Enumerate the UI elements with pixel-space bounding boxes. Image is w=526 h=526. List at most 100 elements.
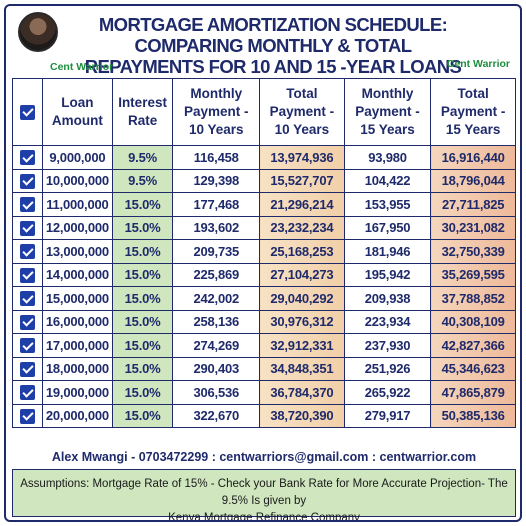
row-checkbox[interactable] <box>20 338 35 354</box>
table-row: 18,000,000 15.0% 290,403 34,848,351 251,926 4… <box>12 356 516 381</box>
monthly-10-cell: 322,670 <box>172 403 261 428</box>
brand-logo-left: Cent Warrior <box>50 61 113 73</box>
monthly-10-cell: 116,458 <box>172 145 261 170</box>
monthly-10-cell: 177,468 <box>172 192 261 217</box>
total-15-cell: 45,346,623 <box>430 356 516 381</box>
monthly-15-cell: 153,955 <box>343 192 432 217</box>
monthly-10-cell: 242,002 <box>172 286 261 311</box>
table-row: 19,000,000 15.0% 306,536 36,784,370 265,922 4… <box>12 380 516 405</box>
row-checkbox-cell[interactable] <box>12 192 43 217</box>
col-loan-amount: Loan Amount <box>42 78 113 146</box>
table-row: 13,000,000 15.0% 209,735 25,168,253 181,946 3… <box>12 239 516 264</box>
interest-rate-cell: 15.0% <box>111 309 174 334</box>
row-checkbox-cell[interactable] <box>12 215 43 240</box>
interest-rate-cell: 15.0% <box>111 356 174 381</box>
monthly-15-cell: 223,934 <box>343 309 432 334</box>
note-line-1: Assumptions: Mortgage Rate of 15% - Chec… <box>20 478 508 507</box>
monthly-15-cell: 181,946 <box>343 239 432 264</box>
row-checkbox[interactable] <box>20 220 35 236</box>
monthly-10-cell: 258,136 <box>172 309 261 334</box>
total-10-cell: 34,848,351 <box>259 356 345 381</box>
note-line-2: Kenya Mortgage Refinance Company <box>168 512 360 522</box>
interest-rate-cell: 15.0% <box>111 380 174 405</box>
table-header-row: Loan Amount Interest Rate Monthly Paymen… <box>12 78 516 146</box>
assumptions-note: Assumptions: Mortgage Rate of 15% - Chec… <box>12 469 516 520</box>
monthly-10-cell: 193,602 <box>172 215 261 240</box>
table-body: 9,000,000 9.5% 116,458 13,974,936 93,980 16,9… <box>12 145 516 428</box>
row-checkbox-cell[interactable] <box>12 403 43 428</box>
row-checkbox[interactable] <box>20 361 35 377</box>
amortization-table: Loan Amount Interest Rate Monthly Paymen… <box>12 78 516 428</box>
row-checkbox[interactable] <box>20 244 35 260</box>
row-checkbox[interactable] <box>20 314 35 330</box>
select-all-checkbox[interactable] <box>20 104 35 120</box>
table-row: 12,000,000 15.0% 193,602 23,232,234 167,950 3… <box>12 215 516 240</box>
loan-amount-cell: 10,000,000 <box>42 168 113 193</box>
row-checkbox[interactable] <box>20 267 35 283</box>
total-10-cell: 36,784,370 <box>259 380 345 405</box>
row-checkbox-cell[interactable] <box>12 380 43 405</box>
monthly-10-cell: 306,536 <box>172 380 261 405</box>
monthly-15-cell: 209,938 <box>343 286 432 311</box>
row-checkbox-cell[interactable] <box>12 262 43 287</box>
row-checkbox-cell[interactable] <box>12 333 43 358</box>
table-row: 17,000,000 15.0% 274,269 32,912,331 237,930 4… <box>12 333 516 358</box>
table-row: 14,000,000 15.0% 225,869 27,104,273 195,942 3… <box>12 262 516 287</box>
row-checkbox-cell[interactable] <box>12 356 43 381</box>
table-row: 16,000,000 15.0% 258,136 30,976,312 223,934 4… <box>12 309 516 334</box>
interest-rate-cell: 15.0% <box>111 192 174 217</box>
row-checkbox[interactable] <box>20 150 35 166</box>
contact-line: Alex Mwangi - 0703472299 : centwarriors@… <box>51 450 477 464</box>
interest-rate-cell: 15.0% <box>111 262 174 287</box>
interest-rate-cell: 15.0% <box>111 333 174 358</box>
total-10-cell: 32,912,331 <box>259 333 345 358</box>
total-15-cell: 35,269,595 <box>430 262 516 287</box>
row-checkbox[interactable] <box>20 173 35 189</box>
total-10-cell: 27,104,273 <box>259 262 345 287</box>
col-interest-rate: Interest Rate <box>111 78 174 146</box>
loan-amount-cell: 16,000,000 <box>42 309 113 334</box>
interest-rate-cell: 15.0% <box>111 286 174 311</box>
loan-amount-cell: 9,000,000 <box>42 145 113 170</box>
table-row: 10,000,000 9.5% 129,398 15,527,707 104,422 18… <box>12 168 516 193</box>
loan-amount-cell: 12,000,000 <box>42 215 113 240</box>
loan-amount-cell: 11,000,000 <box>42 192 113 217</box>
monthly-10-cell: 290,403 <box>172 356 261 381</box>
total-10-cell: 38,720,390 <box>259 403 345 428</box>
col-total-15: Total Payment - 15 Years <box>430 78 516 146</box>
monthly-15-cell: 279,917 <box>343 403 432 428</box>
title-line-2: REPAYMENTS FOR 10 AND 15 -YEAR LOANS <box>84 56 462 77</box>
total-10-cell: 30,976,312 <box>259 309 345 334</box>
table-row: 15,000,000 15.0% 242,002 29,040,292 209,938 3… <box>12 286 516 311</box>
row-checkbox-cell[interactable] <box>12 309 43 334</box>
total-10-cell: 29,040,292 <box>259 286 345 311</box>
table-row: 9,000,000 9.5% 116,458 13,974,936 93,980 16,9… <box>12 145 516 170</box>
row-checkbox-cell[interactable] <box>12 239 43 264</box>
row-checkbox[interactable] <box>20 385 35 401</box>
interest-rate-cell: 9.5% <box>111 145 174 170</box>
loan-amount-cell: 17,000,000 <box>42 333 113 358</box>
loan-amount-cell: 20,000,000 <box>42 403 113 428</box>
loan-amount-cell: 14,000,000 <box>42 262 113 287</box>
total-15-cell: 32,750,339 <box>430 239 516 264</box>
row-checkbox-cell[interactable] <box>12 168 43 193</box>
total-10-cell: 21,296,214 <box>259 192 345 217</box>
row-checkbox-cell[interactable] <box>12 286 43 311</box>
row-checkbox-cell[interactable] <box>12 145 43 170</box>
row-checkbox[interactable] <box>20 197 35 213</box>
select-all-cell[interactable] <box>12 78 43 146</box>
monthly-10-cell: 209,735 <box>172 239 261 264</box>
monthly-10-cell: 129,398 <box>172 168 261 193</box>
page-title: MORTGAGE AMORTIZATION SCHEDULE: COMPARIN… <box>76 14 470 77</box>
row-checkbox[interactable] <box>20 408 35 424</box>
total-10-cell: 23,232,234 <box>259 215 345 240</box>
row-checkbox[interactable] <box>20 291 35 307</box>
author-avatar <box>18 12 58 52</box>
interest-rate-cell: 15.0% <box>111 215 174 240</box>
loan-amount-cell: 15,000,000 <box>42 286 113 311</box>
total-10-cell: 13,974,936 <box>259 145 345 170</box>
interest-rate-cell: 15.0% <box>111 239 174 264</box>
total-10-cell: 15,527,707 <box>259 168 345 193</box>
total-15-cell: 16,916,440 <box>430 145 516 170</box>
monthly-15-cell: 104,422 <box>343 168 432 193</box>
